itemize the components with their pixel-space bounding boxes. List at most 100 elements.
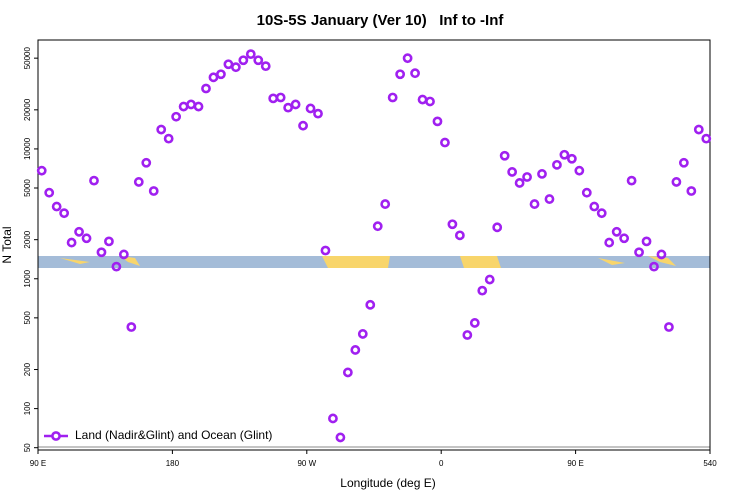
point	[66, 237, 77, 248]
point	[283, 102, 294, 113]
point	[380, 199, 391, 209]
point	[51, 201, 62, 212]
point	[350, 345, 361, 355]
point	[118, 249, 129, 260]
point	[74, 226, 84, 237]
point	[484, 274, 495, 285]
point	[402, 53, 413, 64]
point	[537, 169, 547, 179]
point	[387, 92, 398, 103]
point	[111, 261, 122, 272]
land-patch	[60, 256, 140, 266]
point	[649, 261, 659, 272]
point	[514, 178, 525, 188]
point	[477, 285, 488, 296]
point	[664, 322, 674, 332]
point	[230, 62, 241, 73]
point	[328, 413, 338, 424]
point	[216, 69, 226, 80]
point	[604, 237, 615, 248]
point	[59, 208, 70, 219]
plot-frame	[37, 39, 711, 451]
point	[492, 222, 503, 233]
point	[89, 175, 99, 186]
point	[133, 177, 144, 187]
point	[417, 94, 428, 105]
point	[462, 330, 473, 340]
point	[223, 59, 234, 70]
point	[298, 120, 308, 131]
point	[342, 367, 353, 378]
point	[589, 201, 600, 212]
point	[596, 208, 607, 219]
point	[305, 103, 316, 114]
chart-title: 10S-5S January (Ver 10) Inf to -Inf	[257, 12, 505, 29]
point	[186, 99, 196, 110]
point	[357, 329, 368, 339]
point	[193, 101, 204, 112]
land-patch	[598, 256, 676, 266]
point	[104, 236, 114, 247]
point	[619, 233, 630, 244]
point	[626, 175, 637, 186]
x-tick-label: 180	[166, 459, 180, 468]
point	[238, 55, 249, 66]
y-tick-label: 5000	[23, 179, 32, 197]
point	[656, 249, 667, 260]
point	[320, 245, 331, 256]
point	[245, 49, 256, 60]
point	[678, 157, 689, 168]
point	[335, 432, 346, 443]
point	[275, 92, 286, 103]
point	[581, 187, 592, 198]
point	[522, 172, 532, 182]
point	[148, 186, 159, 196]
land-patch	[460, 256, 501, 268]
point	[156, 124, 167, 135]
point	[163, 133, 174, 144]
point	[507, 167, 518, 177]
point	[440, 137, 450, 148]
point	[529, 199, 540, 209]
legend-label: Land (Nadir&Glint) and Ocean (Glint)	[75, 428, 272, 442]
point	[559, 149, 570, 160]
y-tick-label: 50	[23, 443, 32, 452]
point	[395, 69, 406, 80]
x-tick-label: 0	[439, 459, 444, 468]
point	[499, 150, 510, 161]
land-patch	[322, 256, 390, 268]
point	[171, 111, 182, 122]
x-tick-label: 90 E	[567, 459, 583, 468]
point	[313, 108, 323, 119]
point	[641, 236, 652, 247]
point	[544, 194, 555, 204]
point	[447, 219, 458, 230]
point	[410, 68, 420, 79]
point	[201, 83, 211, 94]
point	[566, 153, 577, 164]
point	[432, 116, 443, 127]
point	[634, 247, 644, 258]
point	[469, 318, 480, 328]
x-tick-label: 90 E	[30, 459, 46, 468]
x-axis-label: Longitude (deg E)	[340, 476, 435, 490]
y-tick-label: 100	[23, 401, 32, 415]
point	[552, 159, 562, 170]
y-tick-label: 50000	[23, 46, 32, 69]
y-tick-label: 200	[23, 362, 32, 376]
x-tick-label: 90 W	[297, 459, 316, 468]
point	[365, 299, 376, 310]
y-tick-label: 2000	[23, 230, 32, 248]
point	[96, 247, 107, 258]
point	[290, 99, 301, 110]
point	[81, 233, 92, 244]
point	[425, 96, 435, 107]
point	[372, 221, 383, 232]
y-tick-label: 500	[23, 311, 32, 325]
legend-marker	[51, 431, 61, 441]
point	[693, 124, 704, 135]
x-tick-label: 540	[703, 459, 717, 468]
point	[671, 177, 682, 187]
point	[260, 61, 271, 72]
